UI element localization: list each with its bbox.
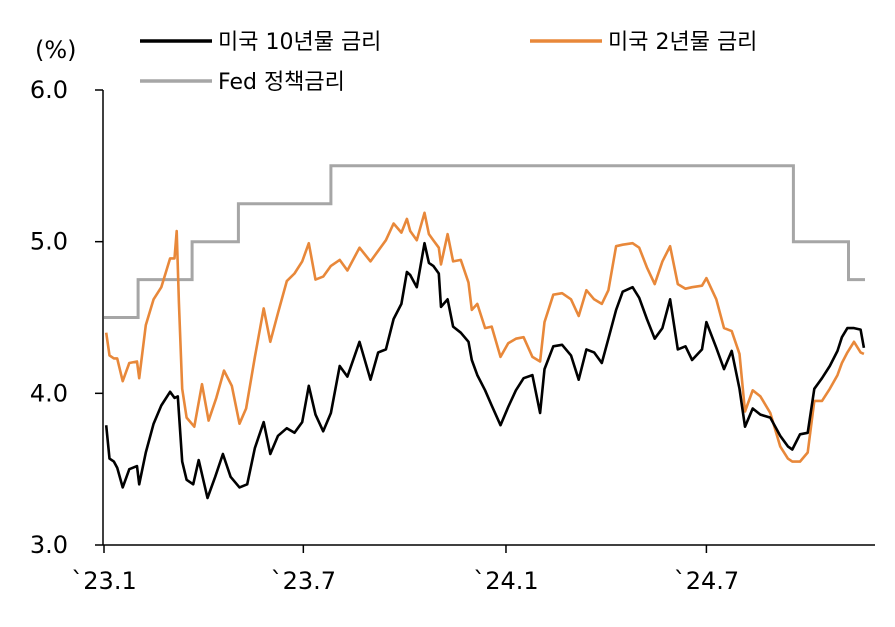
legend-item-fed: Fed 정책금리 bbox=[140, 70, 345, 95]
x-tick-label: `23.7 bbox=[271, 567, 336, 595]
plot-area bbox=[104, 164, 866, 500]
x-tick-label: `24.7 bbox=[674, 567, 739, 595]
y-tick-label: 3.0 bbox=[30, 531, 68, 559]
y-unit-label: (%) bbox=[35, 36, 77, 64]
legend: 미국 10년물 금리 미국 2년물 금리 Fed 정책금리 bbox=[140, 30, 757, 95]
y-tick-label: 5.0 bbox=[30, 228, 68, 256]
x-tick-label: `23.1 bbox=[71, 567, 136, 595]
legend-item-10y: 미국 10년물 금리 bbox=[140, 30, 381, 55]
legend-label-10y: 미국 10년물 금리 bbox=[218, 30, 381, 55]
x-ticks: `23.1 `23.7 `24.1 `24.7 bbox=[71, 545, 739, 595]
legend-label-2y: 미국 2년물 금리 bbox=[608, 30, 757, 55]
legend-item-2y: 미국 2년물 금리 bbox=[530, 30, 757, 55]
y-tick-label: 4.0 bbox=[30, 379, 68, 407]
y-ticks: 3.0 4.0 5.0 6.0 bbox=[30, 76, 103, 559]
series-line-us-10y-yield bbox=[104, 241, 866, 500]
series-line-us-2y-yield bbox=[104, 211, 865, 463]
y-tick-label: 6.0 bbox=[30, 76, 68, 104]
x-tick-label: `24.1 bbox=[473, 567, 538, 595]
legend-label-fed: Fed 정책금리 bbox=[218, 70, 345, 95]
series-line-fed-policy-rate bbox=[104, 164, 865, 319]
